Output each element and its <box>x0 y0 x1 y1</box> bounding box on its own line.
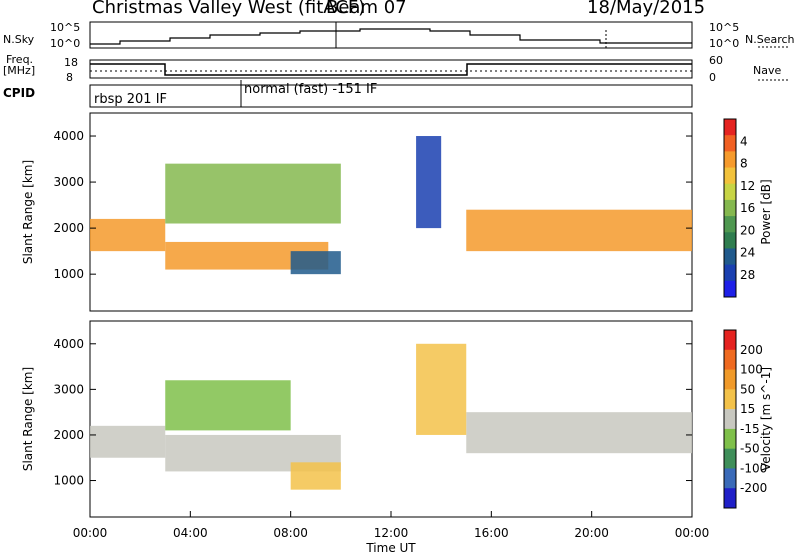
freq-label-line2: [MHz] <box>3 64 36 77</box>
power-colorbar-tick-label: 4 <box>740 134 748 148</box>
velocity-region-2 <box>165 380 291 431</box>
nave-tick-low: 0 <box>709 71 716 84</box>
velocity-colorbar-swatch <box>724 468 736 489</box>
power-colorbar-label: Power [dB] <box>759 179 773 244</box>
power-colorbar-swatch <box>724 167 736 185</box>
velocity-region-0 <box>90 425 166 458</box>
power-colorbar-tick-label: 28 <box>740 268 755 282</box>
power-colorbar-tick-label: 20 <box>740 223 755 237</box>
velocity-region-4 <box>466 412 692 454</box>
nsearch-tick-low: 10^0 <box>709 37 740 50</box>
power-colorbar-swatch <box>724 199 736 217</box>
velocity-y-tick-label: 2000 <box>53 428 84 442</box>
velocity-colorbar-swatch <box>724 448 736 469</box>
cpid-segment-1: rbsp 201 IF <box>94 92 168 107</box>
velocity-colorbar-swatch <box>724 389 736 410</box>
x-tick-label: 12:00 <box>374 526 409 540</box>
nsky-label: N.Sky <box>3 33 35 46</box>
power-colorbar-tick-label: 12 <box>740 179 755 193</box>
nave-label: Nave <box>753 64 782 77</box>
date-label: 18/May/2015 <box>587 0 706 18</box>
velocity-colorbar-tick-label: -15 <box>740 422 760 436</box>
x-tick-label: 16:00 <box>474 526 509 540</box>
chart-title: Christmas Valley West (fitACF) <box>92 0 366 18</box>
nsky-tick-high: 10^5 <box>50 21 81 34</box>
power-panel: 1000 2000 3000 4000 Slant Range [km] <box>21 112 693 312</box>
power-colorbar-swatch <box>724 183 736 201</box>
velocity-y-label: Slant Range [km] <box>21 367 35 471</box>
velocity-colorbar: 200 100 50 15 -15 -50 -100 -200 <box>723 329 767 509</box>
power-region-4 <box>466 209 692 252</box>
velocity-y-tick-label: 3000 <box>53 382 84 396</box>
x-tick-label: 20:00 <box>574 526 609 540</box>
velocity-data-blocks <box>90 343 692 490</box>
power-region-2 <box>165 163 341 224</box>
x-tick-label: 08:00 <box>273 526 308 540</box>
power-colorbar-swatch <box>724 264 736 282</box>
velocity-colorbar-tick-label: 50 <box>740 382 755 396</box>
power-region-3 <box>290 251 341 275</box>
power-y-tick-label: 1000 <box>53 267 84 281</box>
cpid-panel <box>89 80 693 108</box>
nave-tick-high: 60 <box>709 54 723 67</box>
power-colorbar-swatch <box>724 151 736 169</box>
velocity-colorbar-swatch <box>724 349 736 371</box>
power-colorbar-swatch <box>724 119 736 136</box>
power-colorbar-swatch <box>724 280 736 298</box>
power-colorbar-swatch <box>724 216 736 233</box>
cpid-label: CPID <box>3 86 36 100</box>
power-colorbar-tick-label: 8 <box>740 157 748 171</box>
freq-panel <box>89 59 790 81</box>
velocity-colorbar-tick-label: -100 <box>740 461 767 475</box>
velocity-colorbar-tick-label: -50 <box>740 442 760 456</box>
freq-tick-low: 8 <box>66 71 73 84</box>
power-y-tick-label: 2000 <box>53 221 84 235</box>
velocity-colorbar-swatch <box>724 409 736 430</box>
velocity-region-5 <box>416 343 467 435</box>
nsearch-tick-high: 10^5 <box>709 21 740 34</box>
x-tick-label: 00:00 <box>73 526 108 540</box>
nsky-panel <box>89 21 790 49</box>
power-y-label: Slant Range [km] <box>21 160 35 264</box>
x-tick-label: 00:00 <box>675 526 710 540</box>
power-y-tick-label: 4000 <box>53 129 84 143</box>
power-y-ticks: 1000 2000 3000 4000 <box>53 129 692 281</box>
power-region-0 <box>90 218 166 252</box>
velocity-colorbar-tick-label: -200 <box>740 481 767 495</box>
velocity-colorbar-tick-label: 15 <box>740 402 755 416</box>
freq-label-line1: Freq. <box>6 53 34 66</box>
power-colorbar-swatch <box>724 232 736 249</box>
cpid-segment-2: normal (fast) -151 IF <box>244 82 378 97</box>
velocity-colorbar-swatch <box>724 369 736 390</box>
velocity-colorbar-swatch <box>724 488 736 509</box>
power-colorbar-swatch <box>724 135 736 152</box>
power-colorbar-tick-label: 16 <box>740 201 755 215</box>
power-region-5 <box>416 136 442 229</box>
beam-label: Beam 07 <box>326 0 407 18</box>
x-tick-label: 04:00 <box>173 526 208 540</box>
power-colorbar-tick-label: 24 <box>740 246 755 260</box>
velocity-colorbar-swatch <box>724 428 736 450</box>
velocity-y-tick-label: 4000 <box>53 337 84 351</box>
x-axis: 00:00 04:00 08:00 12:00 16:00 20:00 00:00 <box>73 511 710 540</box>
nsearch-label: N.Search <box>745 33 795 46</box>
velocity-region-3 <box>290 462 341 490</box>
velocity-colorbar-label: Velocity [m s^-1] <box>759 367 773 471</box>
nsky-tick-low: 10^0 <box>50 37 81 50</box>
freq-tick-high: 18 <box>64 56 78 69</box>
x-axis-label: Time UT <box>365 541 416 554</box>
velocity-y-ticks: 1000 2000 3000 4000 <box>53 337 692 488</box>
power-colorbar-swatch <box>724 248 736 266</box>
power-data-blocks <box>90 136 692 275</box>
velocity-colorbar-swatch <box>724 330 736 351</box>
velocity-panel: 1000 2000 3000 4000 Slant Range [km] <box>21 320 693 518</box>
velocity-colorbar-tick-label: 100 <box>740 363 763 377</box>
velocity-y-tick-label: 1000 <box>53 474 84 488</box>
power-colorbar: 4 8 12 16 20 24 28 <box>723 118 755 298</box>
velocity-colorbar-tick-label: 200 <box>740 343 763 357</box>
power-y-tick-label: 3000 <box>53 175 84 189</box>
